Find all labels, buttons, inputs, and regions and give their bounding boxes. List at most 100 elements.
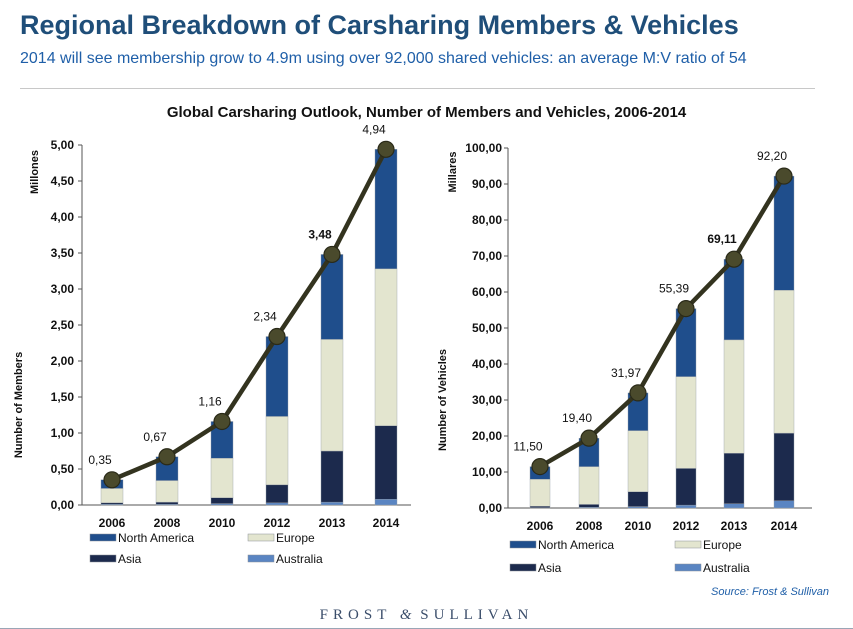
members-y-tick-label: 0,00: [51, 498, 75, 512]
members-total-label: 3,48: [308, 227, 332, 241]
vehicles-legend-label-north-america: North America: [538, 538, 614, 552]
members-unit-label: Millones: [29, 150, 41, 194]
vehicles-x-tick-label: 2010: [625, 519, 652, 533]
members-total-label: 2,34: [253, 310, 277, 324]
members-total-marker: [268, 327, 286, 346]
members-total-marker: [323, 245, 341, 264]
members-y-tick-label: 3,50: [51, 246, 75, 260]
vehicles-legend-label-europe: Europe: [703, 538, 742, 552]
vehicles-legend-swatch-australia: [674, 563, 702, 572]
vehicles-total-marker: [677, 299, 695, 318]
members-y-tick-label: 0,50: [51, 462, 75, 476]
vehicles-bar-europe-2013: [723, 339, 745, 454]
vehicles-legend-swatch-europe: [674, 540, 702, 549]
members-x-tick-label: 2012: [264, 516, 291, 530]
members-x-tick-label: 2013: [319, 516, 346, 530]
vehicles-bar-asia-2012: [675, 468, 697, 506]
members-legend-swatch-north-america: [89, 533, 117, 542]
members-x-tick-label: 2014: [373, 516, 400, 530]
brand-logo: FROST & SULLIVAN: [0, 607, 853, 624]
members-x-tick-label: 2008: [154, 516, 181, 530]
brand-ampersand: &: [399, 607, 412, 623]
vehicles-bar-australia-2012: [675, 504, 697, 509]
members-x-tick-label: 2006: [99, 516, 126, 530]
members-y-tick-label: 4,50: [51, 174, 75, 188]
brand-right: SULLIVAN: [420, 607, 534, 623]
vehicles-bar-asia-2014: [773, 432, 795, 501]
vehicles-bar-australia-2014: [773, 500, 795, 509]
vehicles-legend-label-australia: Australia: [703, 561, 750, 575]
members-y-tick-label: 5,00: [51, 138, 75, 152]
vehicles-y-tick-label: 80,00: [472, 213, 502, 227]
vehicles-legend-swatch-north-america: [509, 540, 537, 549]
members-y-tick-label: 2,50: [51, 318, 75, 332]
members-total-marker: [213, 412, 231, 431]
members-y-tick-label: 4,00: [51, 210, 75, 224]
vehicles-x-tick-label: 2008: [576, 519, 603, 533]
members-total-label: 4,94: [362, 122, 386, 136]
vehicles-unit-label: Millares: [447, 152, 459, 193]
vehicles-x-tick-label: 2013: [721, 519, 748, 533]
source-note: Source: Frost & Sullivan: [711, 586, 829, 598]
vehicles-y-tick-label: 0,00: [479, 501, 503, 515]
vehicles-y-tick-label: 50,00: [472, 321, 502, 335]
members-x-tick-label: 2010: [209, 516, 236, 530]
members-legend-swatch-europe: [247, 533, 275, 542]
members-total-label: 0,35: [88, 453, 112, 467]
vehicles-bar-asia-2013: [723, 453, 745, 504]
vehicles-x-tick-label: 2006: [527, 519, 554, 533]
vehicles-bar-north-america-2014: [773, 175, 795, 291]
members-legend-label-north-america: North America: [118, 531, 194, 545]
vehicles-total-label: 69,11: [707, 232, 737, 246]
members-legend-swatch-asia: [89, 554, 117, 563]
vehicles-bar-europe-2008: [578, 466, 600, 505]
vehicles-total-marker: [725, 250, 743, 268]
members-total-marker: [377, 140, 395, 158]
vehicles-total-label: 92,20: [757, 149, 787, 163]
title-divider: [20, 88, 815, 89]
vehicles-bar-europe-2006: [529, 479, 551, 507]
vehicles-total-marker: [775, 167, 793, 185]
members-total-label: 0,67: [143, 430, 167, 444]
vehicles-total-marker: [531, 458, 549, 476]
vehicles-y-tick-label: 20,00: [472, 429, 502, 443]
vehicles-legend-swatch-asia: [509, 563, 537, 572]
vehicles-x-tick-label: 2014: [771, 519, 798, 533]
vehicles-bar-europe-2012: [675, 376, 697, 469]
members-legend-swatch-australia: [247, 554, 275, 563]
members-legend-label-europe: Europe: [276, 531, 315, 545]
members-legend-label-asia: Asia: [118, 552, 142, 566]
vehicles-legend-label-asia: Asia: [538, 561, 562, 575]
vehicles-y-tick-label: 30,00: [472, 393, 502, 407]
members-total-label: 1,16: [198, 394, 222, 408]
vehicles-total-marker: [580, 429, 598, 447]
chart-heading: Global Carsharing Outlook, Number of Mem…: [166, 104, 687, 121]
vehicles-bar-asia-2008: [578, 504, 600, 508]
members-total-marker: [158, 448, 176, 466]
vehicles-y-tick-label: 10,00: [472, 465, 502, 479]
vehicles-y-tick-label: 100,00: [465, 141, 502, 155]
vehicles-bar-europe-2010: [627, 430, 649, 493]
vehicles-x-tick-label: 2012: [673, 519, 700, 533]
vehicles-total-line: [538, 174, 786, 469]
vehicles-total-marker: [629, 384, 647, 402]
vehicles-total-label: 11,50: [513, 440, 542, 454]
members-total-line: [111, 148, 389, 482]
vehicles-y-tick-label: 90,00: [472, 177, 502, 191]
vehicles-bar-north-america-2013: [723, 259, 745, 341]
vehicles-y-tick-label: 60,00: [472, 285, 502, 299]
vehicles-y-tick-label: 70,00: [472, 249, 502, 263]
vehicles-bar-europe-2014: [773, 290, 795, 434]
members-total-marker: [103, 471, 121, 489]
vehicles-bar-asia-2010: [627, 491, 649, 507]
vehicles-bar-australia-2013: [723, 503, 745, 509]
slide-subtitle: 2014 will see membership grow to 4.9m us…: [20, 50, 747, 67]
slide-title: Regional Breakdown of Carsharing Members…: [20, 10, 739, 40]
members-legend-label-australia: Australia: [276, 552, 323, 566]
vehicles-bar-asia-2006: [529, 506, 551, 508]
vehicles-total-label: 31,97: [611, 366, 641, 380]
vehicles-y-axis-title: Number of Vehicles: [437, 349, 449, 451]
members-y-tick-label: 1,00: [51, 426, 75, 440]
